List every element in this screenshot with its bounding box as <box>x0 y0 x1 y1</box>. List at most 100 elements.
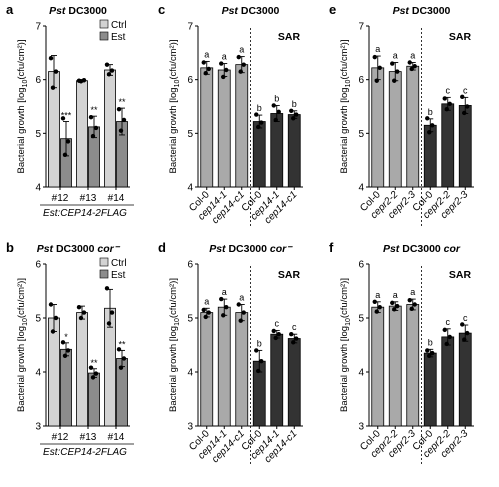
significance-letter: a <box>393 50 398 60</box>
significance-letter: a <box>375 44 380 54</box>
y-tick-label: 4 <box>358 368 364 379</box>
data-point <box>276 109 281 115</box>
data-point <box>118 128 124 133</box>
data-point <box>259 359 264 364</box>
significance-letter: c <box>463 313 468 323</box>
significance-label: * <box>64 332 68 342</box>
title-part: DC3000 <box>409 5 451 17</box>
significance-label: ** <box>90 358 98 368</box>
data-point <box>444 341 449 347</box>
bar <box>60 348 72 427</box>
data-point <box>390 61 395 66</box>
data-point <box>271 328 276 334</box>
panel-title: Pst DC3000 cor⁻ <box>37 243 121 255</box>
bar <box>270 113 284 188</box>
bar <box>217 306 231 427</box>
y-tick-label: 6 <box>187 75 193 86</box>
data-point <box>90 133 96 139</box>
bar <box>76 312 88 427</box>
panel-letter: b <box>6 240 14 255</box>
data-point <box>93 125 99 131</box>
bar <box>441 336 455 427</box>
x-tick-label: #14 <box>108 432 125 443</box>
bar <box>104 69 116 188</box>
data-point <box>241 310 246 315</box>
significance-letter: a <box>204 49 209 59</box>
x-tick-label: #13 <box>80 432 97 443</box>
data-point <box>48 56 54 61</box>
data-point <box>294 112 299 117</box>
data-point <box>447 334 452 340</box>
significance-letter: b <box>274 93 279 103</box>
panel-a: a Pst DC3000 4 5 6 7 Bacterial growth [log10(c… <box>6 2 134 219</box>
significance-letter: c <box>463 85 468 95</box>
data-point <box>221 313 226 318</box>
y-tick-label: 3 <box>35 422 41 433</box>
x-tick-label: #13 <box>80 193 97 204</box>
data-point <box>76 305 82 310</box>
bar <box>458 332 472 427</box>
x-tick-label: #14 <box>108 193 125 204</box>
y-tick-label: 5 <box>187 129 193 140</box>
legend-label: Est <box>111 32 126 43</box>
significance-letter: a <box>410 50 415 60</box>
data-point <box>106 321 112 326</box>
panel-title: Pst DC3000 <box>393 5 451 17</box>
data-point <box>254 348 259 353</box>
data-point <box>118 365 124 370</box>
data-point <box>62 152 68 157</box>
panel-e: e Pst DC3000 4 5 6 7 Bacterial growth [log10(c… <box>329 2 474 227</box>
y-tick-label: 5 <box>35 129 41 140</box>
data-point <box>409 66 414 72</box>
y-tick-label: 4 <box>187 183 193 194</box>
significance-letter: c <box>292 322 297 332</box>
significance-letter: b <box>428 337 433 347</box>
title-part: cor <box>441 243 461 255</box>
data-point <box>236 302 241 307</box>
data-point <box>236 54 241 60</box>
data-point <box>465 330 470 336</box>
data-point <box>276 332 281 337</box>
y-tick-label: 4 <box>35 368 41 379</box>
bar <box>287 114 301 188</box>
bar <box>235 64 249 188</box>
data-point <box>48 302 54 307</box>
legend-swatch <box>99 19 109 29</box>
significance-label: ** <box>118 97 126 107</box>
bar <box>423 352 437 427</box>
data-point <box>294 336 299 341</box>
bar <box>48 317 60 427</box>
data-point <box>259 120 264 125</box>
data-point <box>78 79 84 84</box>
data-point <box>203 314 208 320</box>
data-point <box>395 303 400 309</box>
y-label-subscript: 10 <box>345 80 352 88</box>
panel-letter: d <box>158 240 166 255</box>
bar <box>388 71 402 188</box>
title-part: DC3000 <box>65 5 107 17</box>
y-label-part: Bacterial growth [log <box>339 87 350 173</box>
y-axis-label: Bacterial growth [log10(cfu/cm²)] <box>16 40 29 174</box>
data-point <box>50 85 56 90</box>
y-tick-label: 5 <box>187 314 193 325</box>
legend-label: Ctrl <box>111 20 127 31</box>
data-point <box>106 72 112 77</box>
data-point <box>65 348 71 353</box>
y-label-subscript: 10 <box>22 318 29 326</box>
bar <box>371 306 385 427</box>
y-tick-label: 3 <box>358 422 364 433</box>
significance-label: ** <box>90 105 98 115</box>
title-part: Pst <box>209 243 226 255</box>
data-point <box>109 310 115 315</box>
data-point <box>377 65 382 71</box>
title-part: DC3000 <box>53 243 95 255</box>
y-label-part: Bacterial growth [log <box>168 87 179 173</box>
legend-label: Ctrl <box>111 258 127 269</box>
significance-letter: b <box>257 103 262 113</box>
data-point <box>395 69 400 74</box>
data-point <box>289 108 294 113</box>
title-part: DC3000 <box>399 243 441 255</box>
significance-letter: c <box>275 318 280 328</box>
title-part: cor⁻ <box>94 243 120 255</box>
bar <box>406 304 420 427</box>
